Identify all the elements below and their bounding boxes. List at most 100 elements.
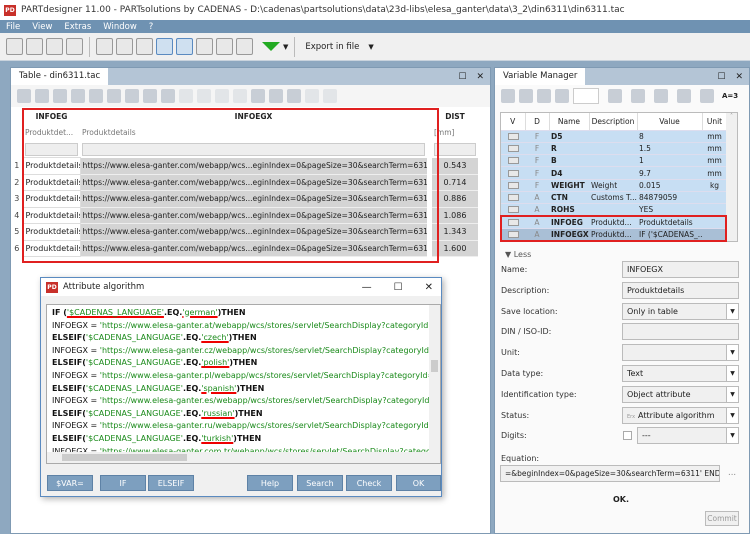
copy-variable-icon[interactable]	[654, 89, 668, 103]
move-down-icon[interactable]	[89, 89, 103, 103]
name-field[interactable]: INFOEGX	[622, 261, 739, 278]
equation-field[interactable]: =&beginIndex=0&pageSize=30&searchTerm=63…	[500, 465, 720, 482]
part-icon[interactable]	[116, 38, 133, 55]
maximize-icon[interactable]: ☐	[717, 71, 726, 82]
xyz-icon[interactable]	[156, 38, 173, 55]
search-icon[interactable]	[66, 38, 83, 55]
cell-infoeg[interactable]: Produktdetails	[22, 157, 81, 175]
cell-dist[interactable]: 1.600	[432, 240, 478, 257]
cell-infoeg[interactable]: Produktdetails	[22, 206, 81, 224]
var-col-header[interactable]: D	[525, 113, 550, 131]
cell-dist[interactable]: 0.543	[432, 157, 478, 175]
visibility-checkbox[interactable]	[507, 169, 519, 177]
arrow-right-icon[interactable]	[143, 89, 157, 103]
export-in-file-button[interactable]: Export in file	[305, 41, 360, 52]
tab-variable-manager[interactable]: Variable Manager	[495, 68, 586, 85]
visibility-checkbox[interactable]	[507, 206, 519, 214]
search-button[interactable]: Search	[297, 475, 343, 491]
dtype-field[interactable]: Text ▼	[622, 365, 739, 382]
unit-field[interactable]: ▼	[622, 344, 739, 362]
cell-infoeg[interactable]: Produktdetails	[22, 239, 81, 257]
less-toggle[interactable]: ▼ Less	[505, 250, 532, 259]
variable-row[interactable]: A CTN Customs T... 84879059	[501, 191, 727, 205]
copy-icon[interactable]	[197, 89, 211, 103]
check-button[interactable]: Check	[346, 475, 392, 491]
visibility-checkbox[interactable]	[507, 144, 519, 152]
paste-special-icon[interactable]	[233, 89, 247, 103]
vertical-scrollbar[interactable]	[429, 305, 440, 453]
remove-row-icon[interactable]	[35, 89, 49, 103]
filter-dist[interactable]	[434, 142, 476, 156]
cell-dist[interactable]: 0.886	[432, 190, 478, 208]
variable-row[interactable]: F B 1 mm	[501, 154, 727, 168]
close-icon[interactable]: ✕	[476, 71, 484, 82]
dropdown-arrow-icon[interactable]: ▼	[283, 42, 289, 51]
col-header-dist[interactable]: DIST	[445, 111, 465, 121]
cell-infoegx[interactable]: https://www.elesa-ganter.com/webapp/wcs.…	[80, 157, 427, 175]
id-icon[interactable]	[236, 38, 253, 55]
refresh-icon[interactable]	[305, 89, 319, 103]
desc-field[interactable]: Produktdetails	[622, 281, 739, 299]
arrow-down-icon[interactable]	[161, 89, 175, 103]
var-col-header[interactable]: V	[501, 113, 526, 131]
open-folder-icon[interactable]	[26, 38, 43, 55]
minimize-icon[interactable]: —	[361, 281, 372, 293]
save-icon[interactable]	[46, 38, 63, 55]
move-up-icon[interactable]	[71, 89, 85, 103]
din-field[interactable]	[622, 323, 739, 341]
delete-icon[interactable]	[677, 89, 691, 103]
digits-checkbox[interactable]	[623, 431, 632, 441]
visibility-checkbox[interactable]	[507, 218, 519, 226]
chevron-down-icon[interactable]: ▼	[726, 345, 738, 361]
variable-row[interactable]: F R 1.5 mm	[501, 142, 727, 156]
visibility-checkbox[interactable]	[507, 194, 519, 202]
chevron-down-icon[interactable]: ▼	[726, 366, 738, 381]
cell-infoegx[interactable]: https://www.elesa-ganter.com/webapp/wcs.…	[80, 223, 427, 241]
visibility-checkbox[interactable]	[507, 157, 519, 165]
cell-infoegx[interactable]: https://www.elesa-ganter.com/webapp/wcs.…	[80, 190, 427, 208]
assembly-icon[interactable]	[216, 38, 233, 55]
cell-infoeg[interactable]: Produktdetails	[22, 190, 81, 208]
rows-view-icon[interactable]	[501, 89, 515, 103]
scrollbar[interactable]: ˄	[726, 113, 737, 241]
menu-item[interactable]: View	[32, 21, 53, 32]
digits-field[interactable]: --- ▼	[637, 427, 739, 445]
close-icon[interactable]: ✕	[735, 71, 743, 82]
table-row[interactable]: 2 Produktdetails https://www.elesa-ganter.…	[11, 173, 478, 191]
variable-row[interactable]: F D5 8 mm	[501, 130, 727, 143]
close-icon[interactable]: ✕	[424, 281, 433, 293]
var-col-header[interactable]: Name	[549, 113, 590, 131]
chevron-down-icon[interactable]: ▼	[726, 428, 738, 444]
chevron-down-icon[interactable]: ▼	[726, 303, 738, 319]
if-button[interactable]: IF	[100, 475, 146, 491]
cell-dist[interactable]: 1.086	[432, 207, 478, 224]
save-icon[interactable]	[323, 89, 337, 103]
idtype-field[interactable]: Object attribute ▼	[622, 385, 739, 403]
var-col-header[interactable]: Unit	[702, 113, 728, 131]
columns-view-icon[interactable]	[519, 89, 533, 103]
status-field[interactable]: Erx Attribute algorithm ▼	[622, 406, 739, 424]
col-header-infoeg[interactable]: INFOEG	[35, 111, 68, 121]
link-icon[interactable]	[107, 89, 121, 103]
assign-value-icon[interactable]: A=3	[722, 92, 739, 100]
visibility-checkbox[interactable]	[507, 231, 519, 239]
add-variable-icon[interactable]	[608, 89, 622, 103]
new-file-icon[interactable]	[6, 38, 23, 55]
cell-infoeg[interactable]: Produktdetails	[22, 223, 81, 241]
menu-item[interactable]: ?	[148, 21, 154, 32]
expression-icon[interactable]	[287, 89, 301, 103]
table-row[interactable]: 3 Produktdetails https://www.elesa-ganter.…	[11, 190, 478, 208]
variable-row[interactable]: F WEIGHT Weight 0.015 kg	[501, 179, 727, 192]
number-range-icon[interactable]	[269, 89, 283, 103]
cell-dist[interactable]: 0.714	[432, 174, 478, 191]
col-header-infoegx[interactable]: INFOEGX	[234, 111, 273, 121]
filter-infoeg[interactable]	[25, 142, 78, 156]
edit-icon[interactable]	[631, 89, 645, 103]
cell-infoeg[interactable]: Produktdetails	[22, 173, 81, 191]
delete-icon[interactable]	[251, 89, 265, 103]
table-row[interactable]: 6 Produktdetails https://www.elesa-ganter.…	[11, 239, 478, 257]
sketch-icon[interactable]	[136, 38, 153, 55]
variable-filter-input[interactable]	[573, 88, 599, 104]
green-triangle-icon[interactable]	[262, 42, 280, 51]
settings-icon[interactable]	[700, 89, 714, 103]
